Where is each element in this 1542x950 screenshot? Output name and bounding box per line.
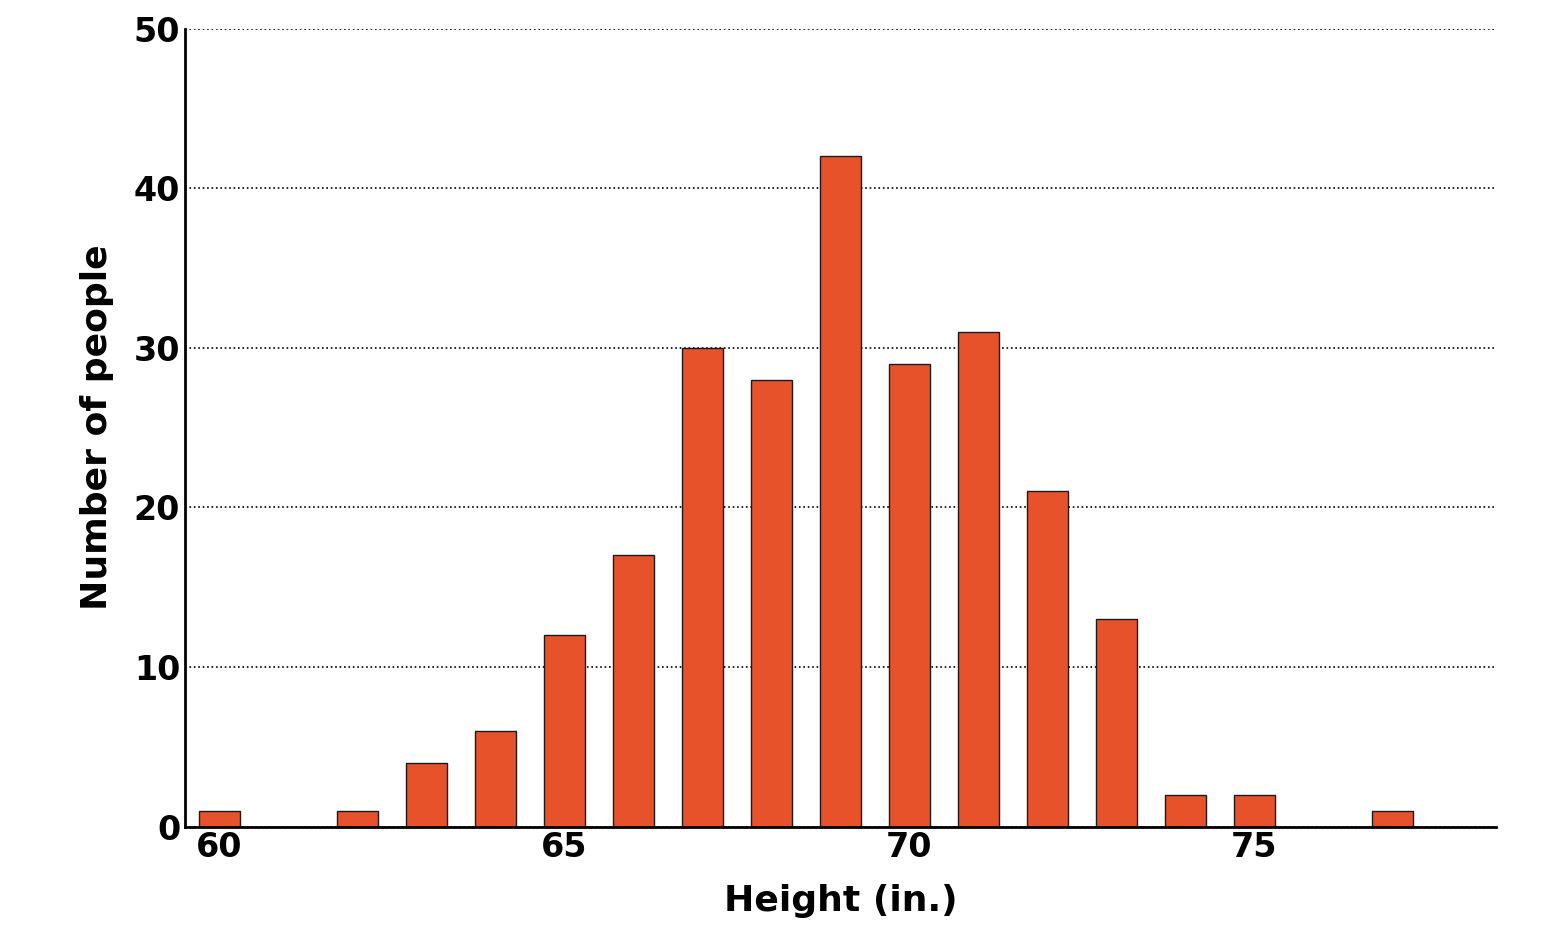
Bar (820, 156, 860, 826)
Bar (336, 810, 378, 826)
Bar (958, 332, 999, 826)
Bar (751, 380, 793, 826)
Bar (888, 364, 930, 826)
Bar (475, 731, 517, 826)
Bar (1371, 810, 1412, 826)
Bar (406, 763, 447, 826)
Bar (612, 555, 654, 826)
Y-axis label: Number of people: Number of people (80, 245, 114, 610)
Bar (544, 635, 584, 826)
X-axis label: Height (in.): Height (in.) (723, 884, 958, 918)
Bar (199, 810, 241, 826)
Bar (1164, 794, 1206, 826)
Bar (1027, 491, 1069, 826)
Bar (1096, 619, 1136, 826)
Bar (1234, 794, 1275, 826)
Bar (682, 348, 723, 826)
